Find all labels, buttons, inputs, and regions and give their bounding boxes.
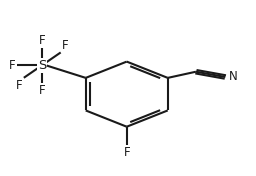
Text: F: F bbox=[9, 59, 15, 72]
Text: F: F bbox=[123, 146, 130, 159]
Text: F: F bbox=[62, 39, 69, 52]
Text: S: S bbox=[38, 59, 46, 72]
Text: F: F bbox=[39, 34, 46, 47]
Text: N: N bbox=[228, 71, 237, 83]
Text: F: F bbox=[16, 79, 23, 92]
Text: F: F bbox=[39, 84, 46, 97]
